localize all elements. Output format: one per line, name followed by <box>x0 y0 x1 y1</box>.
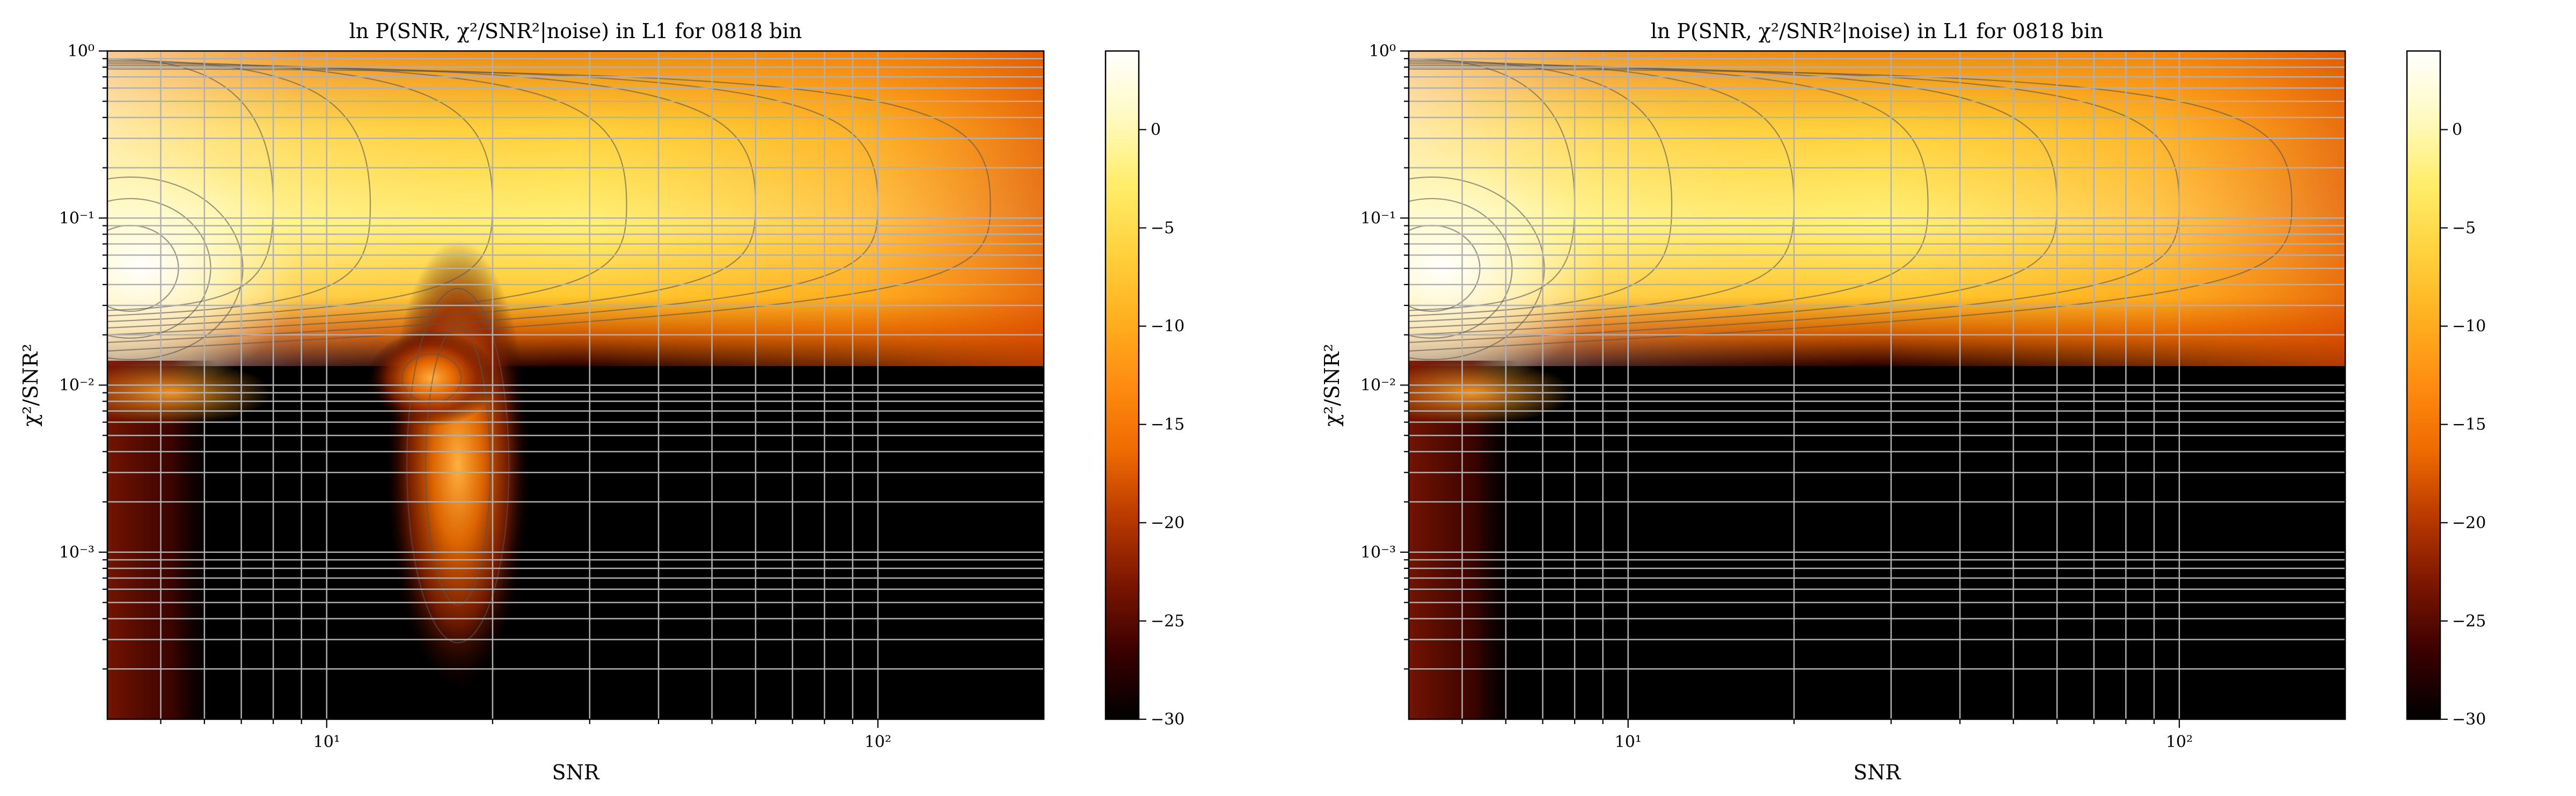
heatmap-image <box>1409 51 2345 719</box>
axis-ticks <box>99 50 879 728</box>
colorbar-tick-label: −30 <box>2452 710 2486 729</box>
colorbar-tick-label: −15 <box>1151 415 1184 434</box>
colorbar-tick-label: −30 <box>1151 710 1184 729</box>
y-tick-label: 10⁻² <box>1360 376 1396 395</box>
y-tick-label: 10⁻¹ <box>59 209 94 228</box>
colorbar-tick-label: −25 <box>2452 612 2486 631</box>
y-tick-label: 10⁻³ <box>1360 543 1396 562</box>
chart-title: ln P(SNR, χ²/SNR²|noise) in L1 for 0818 … <box>1651 19 2104 43</box>
x-tick-label: 10¹ <box>1615 733 1642 751</box>
x-tick-label: 10² <box>865 733 891 751</box>
y-tick-label: 10⁰ <box>68 42 94 61</box>
y-tick-label: 10⁻³ <box>59 543 94 562</box>
x-axis-label: SNR <box>552 761 600 784</box>
chart-title: ln P(SNR, χ²/SNR²|noise) in L1 for 0818 … <box>349 19 802 43</box>
x-tick-label: 10² <box>2166 733 2193 751</box>
colorbar-tick-label: 0 <box>1151 120 1161 139</box>
heatmap-panel-left: 10¹ 10² 10⁻³ 10⁻² 10⁻¹ 10⁰ ln P(SNR, χ²/SNR²|n… <box>19 19 1184 784</box>
colorbar-tick-label: −25 <box>1151 612 1184 631</box>
colorbar-tick-label: −10 <box>2452 317 2486 336</box>
y-tick-label: 10⁰ <box>1369 42 1396 61</box>
heatmap-panel-right: 10¹ 10² 10⁻³ 10⁻² 10⁻¹ 10⁰ ln P(SNR, χ²/SNR²|n… <box>1320 19 2486 784</box>
axis-ticks <box>1400 50 2180 728</box>
colorbar-tick-label: −10 <box>1151 317 1184 336</box>
y-tick-label: 10⁻² <box>59 376 94 395</box>
heatmap-image <box>107 51 1044 719</box>
colorbar-tick-label: 0 <box>2452 120 2462 139</box>
colorbar: 0 −5 −10 −15 −20 −25 −30 <box>2406 50 2486 729</box>
colorbar-tick-label: −5 <box>2452 219 2476 238</box>
grid-lines <box>1409 51 2345 719</box>
colorbar-tick-label: −20 <box>1151 514 1184 532</box>
colorbar: 0 −5 −10 −15 −20 −25 −30 <box>1104 50 1184 729</box>
colorbar-gradient <box>1104 50 1140 720</box>
y-axis-label: χ²/SNR² <box>1320 344 1344 426</box>
colorbar-tick-label: −15 <box>2452 415 2486 434</box>
colorbar-tick-label: −5 <box>1151 219 1174 238</box>
colorbar-gradient <box>2406 50 2441 720</box>
y-tick-label: 10⁻¹ <box>1360 209 1396 228</box>
grid-lines <box>107 51 1044 719</box>
colorbar-tick-label: −20 <box>2452 514 2486 532</box>
x-axis-label: SNR <box>1854 761 1901 784</box>
y-axis-label: χ²/SNR² <box>19 344 42 426</box>
x-tick-label: 10¹ <box>313 733 340 751</box>
